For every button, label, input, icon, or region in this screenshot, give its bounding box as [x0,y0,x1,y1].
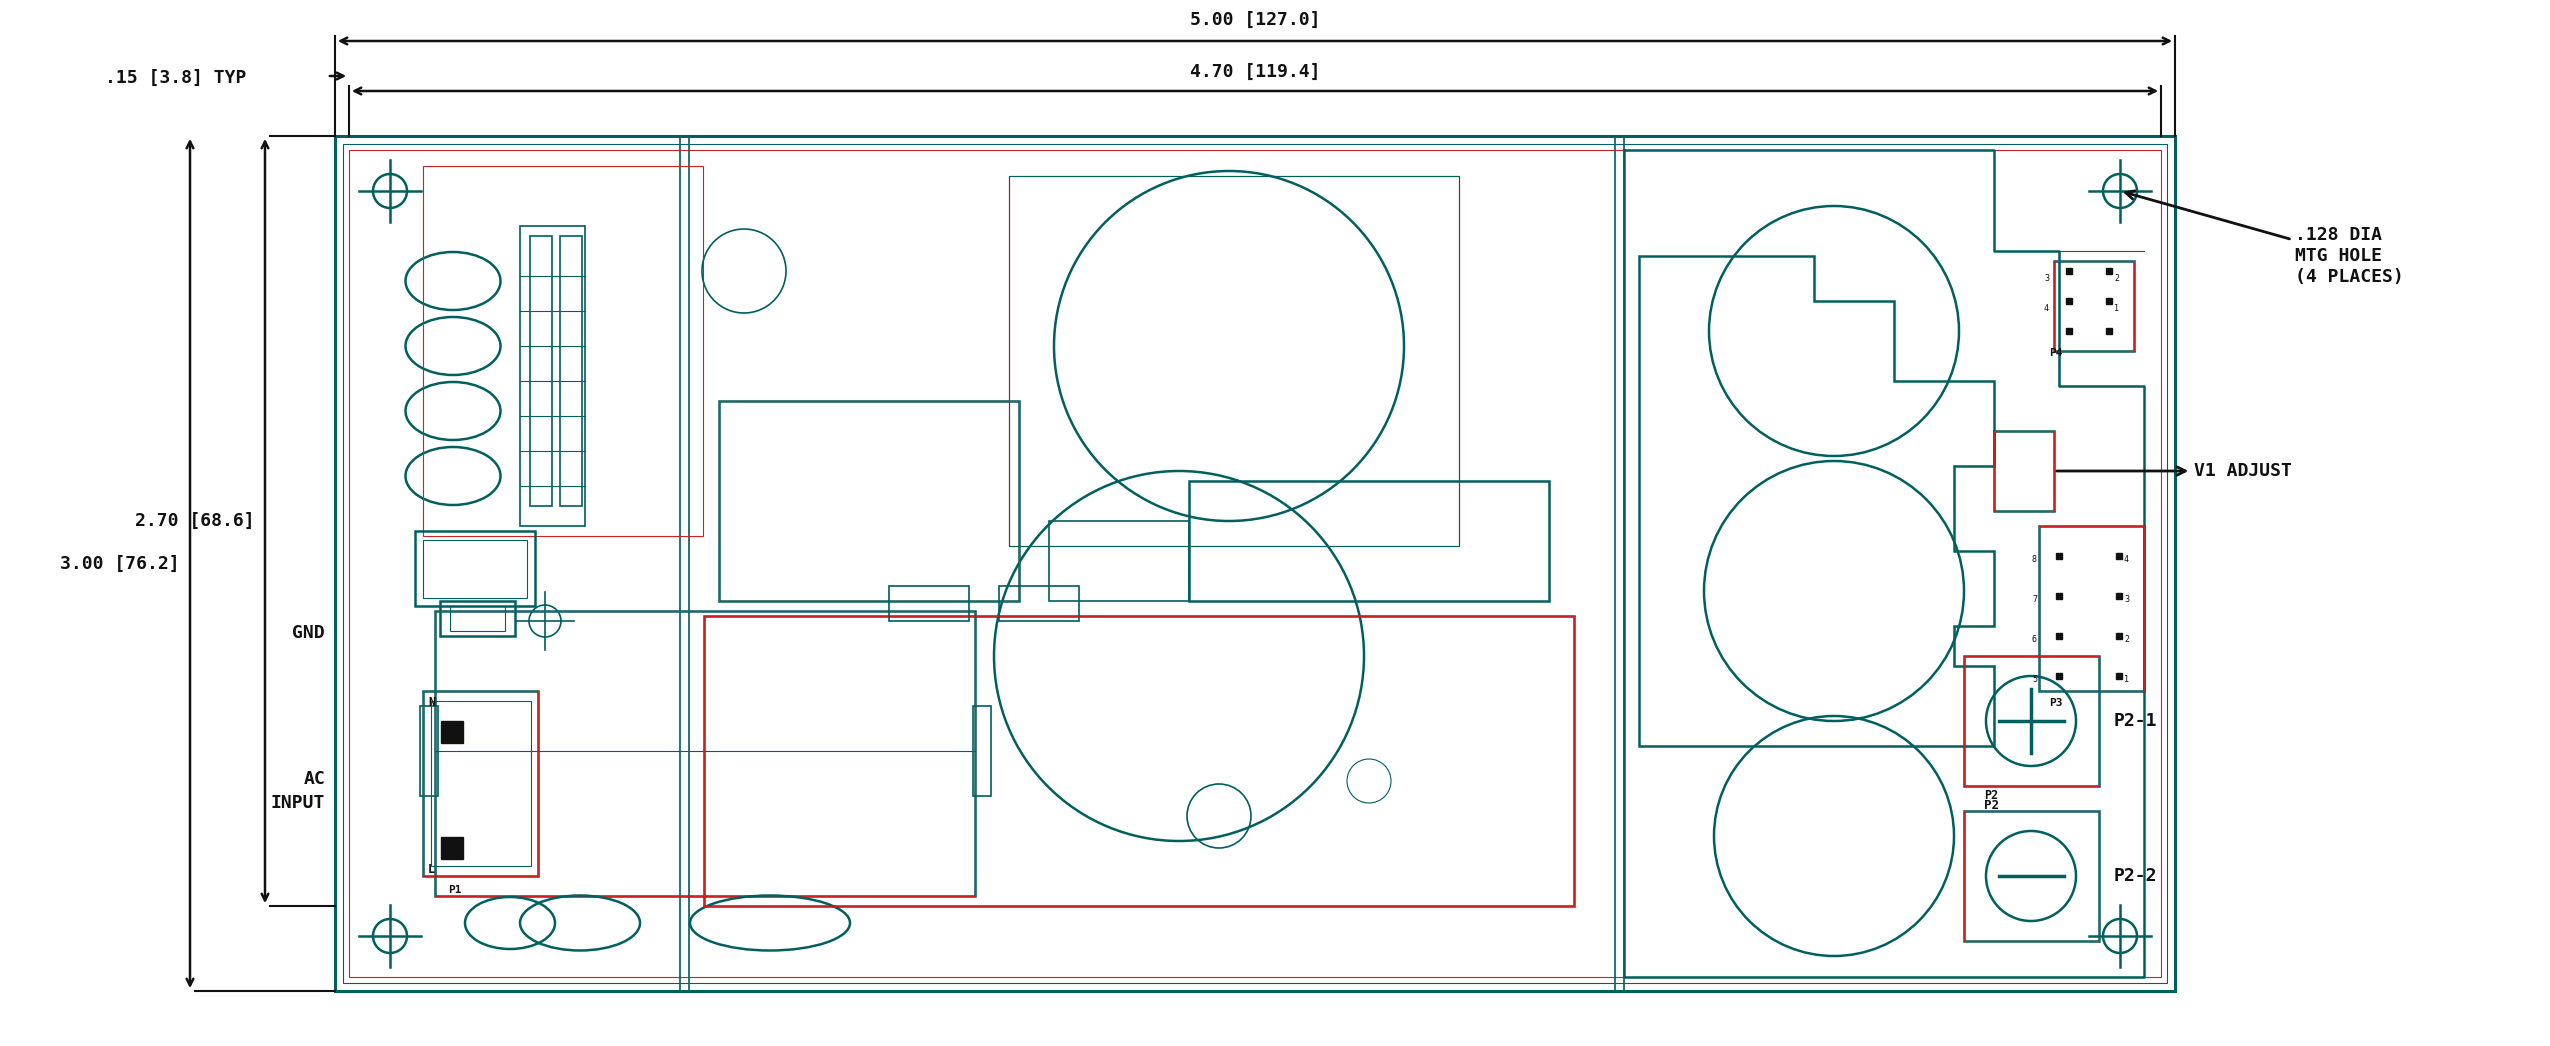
Text: 3.00 [76.2]: 3.00 [76.2] [61,554,181,572]
Bar [1964,811,2099,941]
Text: 1: 1 [2124,675,2129,684]
Text: L: L [428,863,436,876]
Text: P2-1: P2-1 [2114,712,2157,730]
Text: P4: P4 [2050,348,2063,358]
Text: P2: P2 [1984,799,1999,812]
Text: P2-2: P2-2 [2114,867,2157,885]
Bar [423,691,538,876]
Bar [890,586,969,621]
Text: P1: P1 [449,885,462,895]
Text: 6: 6 [2032,635,2037,644]
Bar [431,701,530,866]
Text: 2: 2 [2114,274,2119,283]
Bar [449,606,505,631]
Text: 2: 2 [2124,635,2129,644]
Bar [1994,431,2053,511]
Bar [1188,481,1548,601]
Bar [441,837,464,859]
Bar [974,706,992,796]
Text: 3: 3 [2124,595,2129,604]
Text: V1 ADJUST: V1 ADJUST [2058,462,2292,480]
Text: 2.70 [68.6]: 2.70 [68.6] [135,511,255,530]
Bar [421,706,439,796]
Bar [704,616,1573,906]
Bar [436,611,974,896]
Text: .15 [3.8] TYP: .15 [3.8] TYP [105,69,247,87]
Bar [423,540,528,598]
Text: P3: P3 [2050,698,2063,708]
Text: 5: 5 [2032,675,2037,684]
Bar [423,691,538,876]
Bar [349,150,2160,977]
Bar [704,616,1573,906]
Text: 8: 8 [2032,555,2037,564]
Bar [1964,656,2099,786]
Bar [1000,586,1079,621]
Bar [561,236,581,506]
Bar [1964,656,2099,786]
Text: 4: 4 [2124,555,2129,564]
Bar [344,144,2168,983]
Text: 5.00 [127.0]: 5.00 [127.0] [1191,12,1321,29]
Text: .128 DIA
MTG HOLE
(4 PLACES): .128 DIA MTG HOLE (4 PLACES) [2127,190,2405,286]
Bar [441,721,464,743]
Bar [1964,811,2099,941]
Text: P2: P2 [1984,789,1999,802]
Bar [719,401,1020,601]
Text: GND: GND [293,624,324,642]
Bar [2053,262,2134,351]
Bar [2053,262,2134,351]
Bar [423,166,704,536]
Bar [1010,176,1459,546]
Bar [1048,521,1188,601]
Text: N: N [428,696,436,709]
Text: AC
INPUT: AC INPUT [270,770,324,812]
Text: 4.70 [119.4]: 4.70 [119.4] [1191,63,1321,81]
Bar [436,611,974,896]
Bar [719,401,1020,601]
Text: 4: 4 [2045,304,2050,313]
Bar [416,531,536,606]
Bar [530,236,551,506]
Text: 3: 3 [2045,274,2050,283]
Bar [334,136,2175,991]
Bar [520,226,584,526]
Bar [1994,431,2053,511]
Bar [2040,526,2145,691]
Bar [1010,176,1459,546]
Bar [2040,526,2145,691]
Text: 7: 7 [2032,595,2037,604]
Bar [441,601,515,636]
Text: 1: 1 [2114,304,2119,313]
